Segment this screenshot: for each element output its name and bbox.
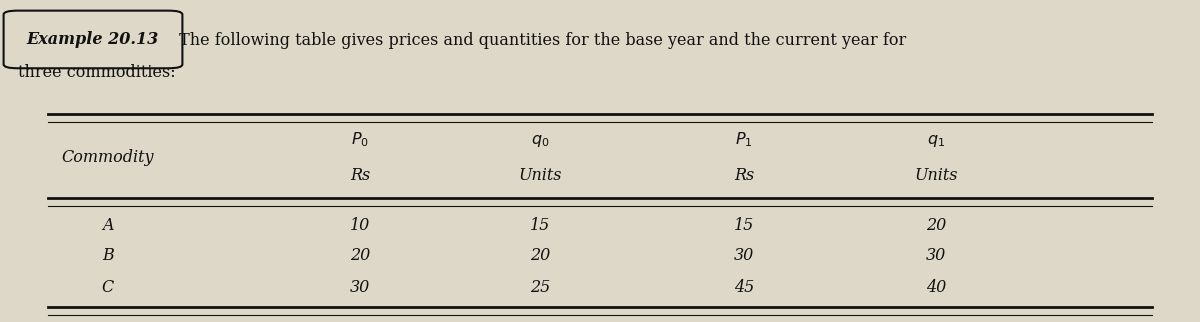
Text: 30: 30	[734, 248, 754, 264]
Text: 25: 25	[530, 279, 550, 296]
Text: A: A	[102, 217, 114, 234]
Text: three commodities:: three commodities:	[18, 64, 175, 81]
Text: Units: Units	[518, 167, 562, 184]
Text: Rs: Rs	[734, 167, 754, 184]
Text: Commodity: Commodity	[61, 149, 155, 166]
Text: 15: 15	[530, 217, 550, 234]
Text: 30: 30	[926, 248, 946, 264]
Text: $q_0$: $q_0$	[530, 132, 550, 148]
Text: 20: 20	[350, 248, 370, 264]
Text: Rs: Rs	[350, 167, 370, 184]
Text: $P_1$: $P_1$	[736, 131, 752, 149]
Text: 20: 20	[926, 217, 946, 234]
Text: Example 20.13: Example 20.13	[26, 31, 160, 48]
Text: 10: 10	[350, 217, 370, 234]
Text: The following table gives prices and quantities for the base year and the curren: The following table gives prices and qua…	[174, 32, 906, 49]
Text: C: C	[102, 279, 114, 296]
Text: 15: 15	[734, 217, 754, 234]
Text: 40: 40	[926, 279, 946, 296]
Text: $q_1$: $q_1$	[926, 132, 946, 148]
Text: 45: 45	[734, 279, 754, 296]
Text: B: B	[102, 248, 114, 264]
Text: Units: Units	[914, 167, 958, 184]
FancyBboxPatch shape	[4, 11, 182, 68]
Text: $P_0$: $P_0$	[352, 131, 368, 149]
Text: 20: 20	[530, 248, 550, 264]
Text: 30: 30	[350, 279, 370, 296]
